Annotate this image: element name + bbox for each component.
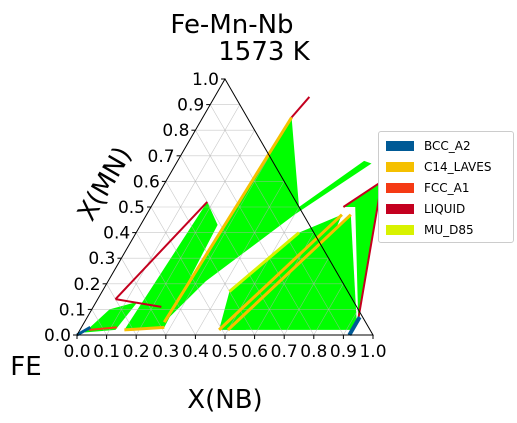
corner-label-fe: FE xyxy=(10,352,41,382)
liquid-boundary xyxy=(115,298,162,308)
legend-swatch-bcc-a2 xyxy=(386,141,414,151)
grid-line xyxy=(106,283,137,336)
legend-swatch-c14-laves xyxy=(386,162,414,172)
x-tick-label: 0.9 xyxy=(330,342,357,362)
grid-line xyxy=(106,104,241,336)
fcc-boundary xyxy=(88,326,118,331)
x-tick-label: 1.0 xyxy=(359,342,386,362)
laves-boundary xyxy=(226,213,352,331)
legend-label: LIQUID xyxy=(424,202,466,216)
x-tick-label: 0.6 xyxy=(241,342,268,362)
legend-label: FCC_A1 xyxy=(424,181,470,195)
x-tick-label: 0.5 xyxy=(211,342,238,362)
y-tick-label: 0.7 xyxy=(148,147,175,167)
y-tick-label: 1.0 xyxy=(192,70,219,90)
chart-subtitle: 1573 K xyxy=(218,37,310,67)
legend-swatch-liquid xyxy=(386,204,414,214)
y-tick-labels: 0.0 0.1 0.2 0.3 0.4 0.5 0.6 0.7 0.8 0.9 1.0 xyxy=(44,70,225,346)
grid-line xyxy=(135,232,196,336)
bcc-boundary xyxy=(76,326,92,337)
laves-boundary xyxy=(218,213,343,331)
legend: BCC_A2 C14_LAVES FCC_A1 LIQUID MU_D85 xyxy=(378,131,514,243)
y-tick-label: 0.8 xyxy=(162,121,189,141)
laves-boundary xyxy=(163,116,293,323)
x-tick-label: 0.8 xyxy=(300,342,327,362)
grid-line xyxy=(195,130,315,336)
liquid-boundary xyxy=(114,201,208,300)
grid-lines xyxy=(91,104,359,336)
legend-entry: LIQUID xyxy=(386,200,465,218)
x-tick-labels: 0.0 0.1 0.2 0.3 0.4 0.5 0.6 0.7 0.8 0.9 1.0 xyxy=(63,335,387,362)
legend-swatch-mu-d85 xyxy=(386,225,414,235)
y-tick-label: 0.6 xyxy=(133,172,160,192)
mu-boundary xyxy=(228,231,300,293)
liquid-boundary xyxy=(290,96,311,119)
y-tick-label: 0.4 xyxy=(103,224,130,244)
x-tick-label: 0.1 xyxy=(93,342,120,362)
liquid-boundary xyxy=(342,180,383,208)
y-tick-label: 0.0 xyxy=(44,326,71,346)
x-tick-label: 0.4 xyxy=(182,342,209,362)
grid-line xyxy=(165,155,270,336)
laves-boundary xyxy=(124,325,165,332)
y-tick-label: 0.5 xyxy=(118,198,145,218)
chart-title: Fe-Mn-Nb xyxy=(170,10,293,40)
legend-label: MU_D85 xyxy=(424,223,474,237)
y-tick-label: 0.9 xyxy=(177,96,204,116)
grid-line xyxy=(91,309,107,336)
grid-line xyxy=(343,309,359,336)
y-tick-label: 0.3 xyxy=(88,249,115,269)
phase-region xyxy=(124,201,218,330)
x-tick-label: 0.7 xyxy=(271,342,298,362)
x-tick-label: 0.0 xyxy=(63,342,90,362)
grid-line xyxy=(283,258,329,336)
legend-label: C14_LAVES xyxy=(424,160,492,174)
grid-line xyxy=(209,104,344,336)
grid-line xyxy=(121,258,167,336)
liquid-boundary xyxy=(357,181,383,320)
grid-line xyxy=(150,206,226,336)
legend-entry: BCC_A2 xyxy=(386,137,471,155)
legend-entry: MU_D85 xyxy=(386,221,474,239)
legend-entry: FCC_A1 xyxy=(386,179,470,197)
legend-entry: C14_LAVES xyxy=(386,158,491,176)
y-tick-label: 0.2 xyxy=(74,275,101,295)
phase-region xyxy=(164,117,372,323)
x-axis-label: X(NB) xyxy=(187,385,262,415)
x-tick-label: 0.3 xyxy=(152,342,179,362)
legend-label: BCC_A2 xyxy=(424,139,471,153)
x-tick-label: 0.2 xyxy=(123,342,150,362)
grid-line xyxy=(180,155,285,336)
legend-swatch-fcc-a1 xyxy=(386,183,414,193)
phase-region xyxy=(343,181,382,320)
phase-boundaries xyxy=(76,96,383,337)
y-tick-label: 0.1 xyxy=(59,300,86,320)
bcc-boundary xyxy=(347,316,362,337)
